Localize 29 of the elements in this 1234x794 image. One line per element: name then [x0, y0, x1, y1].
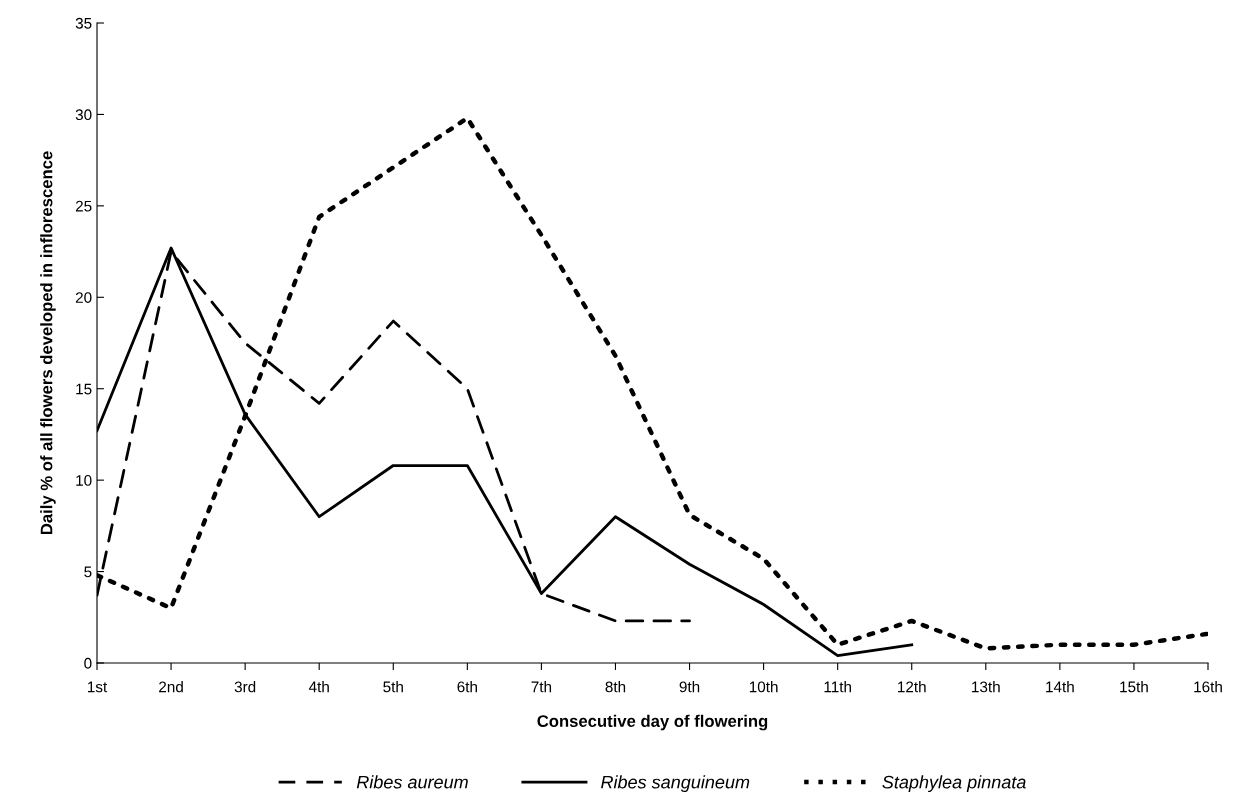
y-tick-label: 20	[75, 292, 92, 303]
x-tick-label: 13th	[972, 681, 1000, 693]
x-tick-label: 12th	[898, 681, 926, 693]
x-tick-label: 5th	[383, 681, 403, 693]
x-tick-label: 4th	[308, 681, 329, 693]
legend-label: Ribes sanguineum	[601, 775, 750, 793]
y-axis-title: Daily % of all flowers developed in inflorescence	[40, 151, 56, 535]
y-tick-label: 5	[84, 566, 92, 578]
x-tick-label: 8th	[605, 681, 626, 693]
x-tick-label: 9th	[679, 681, 700, 693]
y-tick-label: 25	[75, 200, 92, 212]
y-tick-label: 30	[75, 109, 92, 121]
y-tick-label: 10	[76, 475, 92, 486]
y-tick-label: 15	[76, 383, 92, 395]
x-tick-label: 3rd	[234, 681, 256, 693]
x-tick-label: 1st	[87, 681, 108, 693]
x-tick-label: 7th	[531, 681, 552, 693]
x-tick-label: 6th	[457, 681, 477, 693]
legend-label: Ribes aureum	[356, 775, 468, 789]
legend-label: Staphylea pinnata	[882, 775, 1026, 793]
x-axis-title: Consecutive day of flowering	[537, 714, 768, 731]
x-tick-label: 15th	[1120, 681, 1148, 693]
x-tick-label: 14th	[1046, 681, 1074, 693]
y-tick-label: 0	[84, 657, 92, 669]
x-tick-label: 16th	[1194, 681, 1222, 693]
x-tick-label: 11th	[824, 681, 851, 693]
y-tick-label: 35	[75, 17, 92, 29]
x-tick-label: 10th	[749, 681, 778, 693]
x-tick-label: 2nd	[159, 681, 183, 693]
